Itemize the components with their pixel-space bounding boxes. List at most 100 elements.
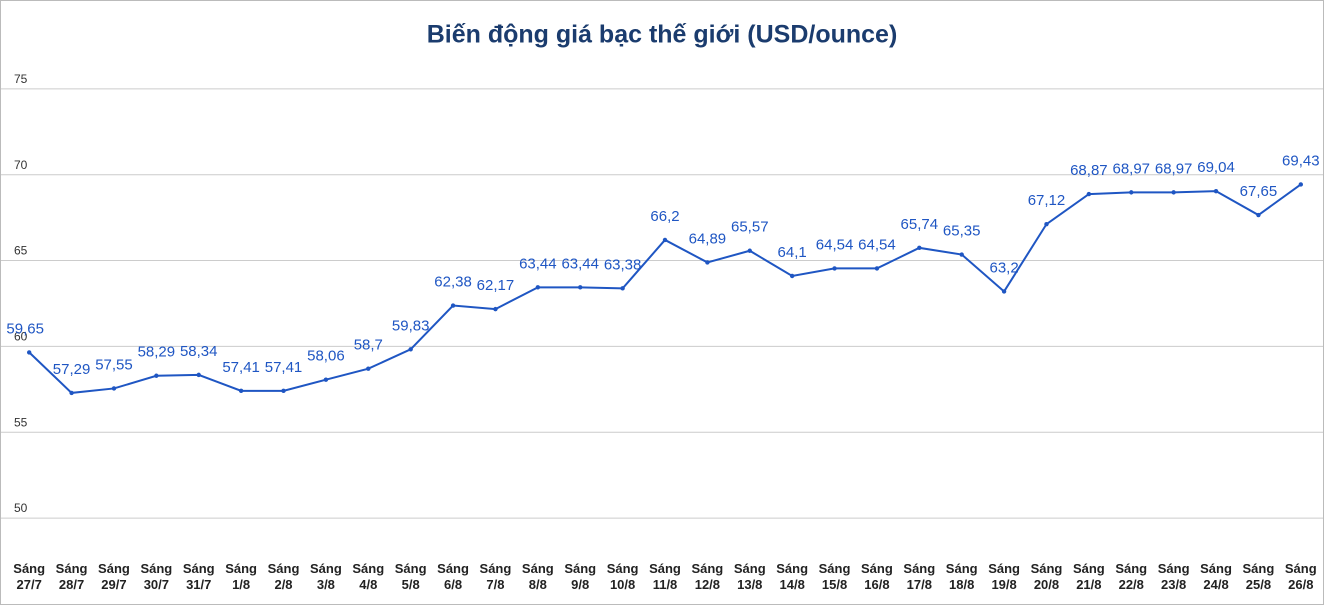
point: [69, 390, 74, 396]
point: [535, 285, 541, 290]
chart-title: Biến động giá bạc thế giới (USD/ounce): [427, 21, 898, 49]
x-tick-label: Sáng 26/8: [1284, 561, 1317, 592]
point: [493, 306, 498, 312]
x-tick-label: Sáng 1/8: [225, 561, 258, 592]
point: [1171, 190, 1176, 195]
point: [323, 377, 329, 382]
x-tick-label: Sáng 28/7: [55, 561, 88, 592]
point: [747, 248, 752, 253]
value-label: 68,97: [1112, 160, 1150, 177]
value-label: 62,38: [434, 273, 472, 290]
x-tick-label: Sáng 22/8: [1115, 561, 1148, 592]
y-tick-label: 70: [14, 158, 28, 172]
value-label: 57,55: [95, 356, 133, 373]
value-label: 63,38: [604, 256, 642, 273]
x-tick-label: Sáng 18/8: [945, 561, 978, 592]
point: [832, 266, 837, 271]
y-tick-label: 75: [14, 72, 28, 86]
x-tick-label: Sáng 20/8: [1030, 561, 1063, 592]
point: [917, 245, 922, 251]
value-label: 64,54: [816, 236, 854, 253]
value-label: 64,89: [689, 230, 727, 247]
y-tick-label: 50: [14, 501, 28, 515]
x-tick-label: Sáng 16/8: [861, 561, 893, 592]
x-tick-label: Sáng 7/8: [479, 561, 512, 592]
x-tick-label: Sáng 19/8: [988, 561, 1020, 592]
x-tick-label: Sáng 25/8: [1242, 561, 1275, 592]
point: [366, 366, 371, 371]
value-label: 67,12: [1028, 192, 1066, 209]
x-tick-label: Sáng 12/8: [691, 561, 724, 592]
point: [874, 266, 880, 271]
y-tick-label: 55: [14, 415, 28, 429]
value-label: 58,06: [307, 348, 345, 365]
point: [705, 260, 710, 265]
point: [620, 286, 625, 291]
point: [662, 237, 668, 243]
point: [959, 252, 964, 257]
value-label: 63,2: [989, 259, 1018, 276]
y-tick-label: 60: [14, 330, 28, 344]
value-label: 64,1: [778, 244, 807, 261]
value-label: 57,41: [222, 359, 260, 376]
value-label: 58,7: [354, 337, 383, 354]
point: [789, 273, 795, 279]
x-tick-label: Sáng 11/8: [649, 561, 681, 592]
value-label: 59,83: [392, 317, 430, 334]
point: [578, 285, 583, 290]
x-tick-label: Sáng 21/8: [1072, 561, 1105, 592]
value-label: 63,44: [561, 255, 599, 272]
value-label: 62,17: [477, 277, 515, 294]
value-label: 65,57: [731, 219, 769, 236]
x-tick-label: Sáng 30/7: [140, 561, 173, 592]
x-tick-label: Sáng 17/8: [903, 561, 936, 592]
point: [1256, 212, 1261, 218]
value-label: 64,54: [858, 236, 896, 253]
x-tick-label: Sáng 9/8: [564, 561, 597, 592]
value-label: 65,35: [943, 222, 981, 239]
x-tick-label: Sáng 5/8: [394, 561, 427, 592]
value-label: 67,65: [1240, 183, 1278, 200]
point: [1129, 190, 1134, 195]
value-label: 65,74: [901, 216, 939, 233]
value-label: 69,04: [1197, 159, 1235, 176]
x-tick-label: Sáng 27/7: [13, 561, 46, 592]
point: [111, 386, 117, 391]
x-tick-label: Sáng 31/7: [182, 561, 215, 592]
x-tick-label: Sáng 10/8: [606, 561, 639, 592]
point: [238, 388, 244, 394]
point: [1298, 182, 1304, 187]
x-tick-label: Sáng 6/8: [437, 561, 469, 592]
value-label: 58,34: [180, 343, 218, 360]
point: [281, 388, 286, 394]
point: [1086, 191, 1092, 197]
x-tick-label: Sáng 29/7: [98, 561, 130, 592]
point: [450, 303, 456, 308]
point: [408, 347, 413, 352]
x-tick-label: Sáng 8/8: [521, 561, 554, 592]
x-tick-label: Sáng 23/8: [1157, 561, 1190, 592]
value-label: 66,2: [650, 208, 679, 225]
value-label: 59,65: [6, 320, 44, 337]
value-label: 57,29: [53, 361, 91, 378]
value-label: 68,97: [1155, 160, 1193, 177]
point: [154, 373, 159, 378]
x-tick-label: Sáng 13/8: [733, 561, 766, 592]
x-tick-label: Sáng 4/8: [352, 561, 385, 592]
x-tick-label: Sáng 2/8: [267, 561, 300, 592]
value-label: 69,43: [1282, 152, 1320, 169]
point: [196, 372, 201, 378]
value-label: 57,41: [265, 359, 303, 376]
value-label: 63,44: [519, 255, 557, 272]
x-tick-label: Sáng 14/8: [776, 561, 809, 592]
point: [26, 350, 32, 355]
point: [1213, 188, 1219, 194]
x-tick-label: Sáng 3/8: [309, 561, 342, 592]
value-label: 58,29: [138, 344, 176, 361]
point: [1001, 289, 1007, 294]
x-tick-label: Sáng 15/8: [818, 561, 851, 592]
point: [1044, 221, 1049, 227]
y-tick-label: 65: [14, 244, 28, 258]
